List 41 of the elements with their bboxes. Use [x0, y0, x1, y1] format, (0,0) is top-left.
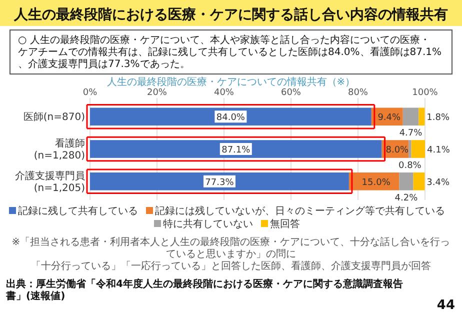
x-tick-label: 80% — [348, 88, 368, 98]
data-label: 3.4% — [426, 178, 450, 188]
bar — [411, 140, 425, 158]
bar — [413, 172, 425, 190]
legend-label: 記録に残して共有している — [18, 205, 138, 217]
data-label: 4.7% — [399, 128, 423, 139]
data-label: 0.8% — [398, 160, 422, 171]
text: 「十分行っている」「一応行っている」と回答した医師、看護師、介護支援専門員が回答 — [31, 260, 431, 272]
legend-label: 無回答 — [270, 218, 300, 230]
chart-subtitle: ○ 人生の最終段階の医療・ケアについて、本人や家族等と話し合った内容についての医療・ケアチームでの情報共有は、記録に残して共有しているとした医師は84.0%、看護師は87.1%、介護支援専門員は77.3%であった。 — [18, 34, 442, 70]
x-tick-label: 0% — [82, 88, 98, 98]
data-label: 77.3% — [205, 178, 234, 188]
data-label: 15.0% — [362, 178, 391, 188]
bar — [418, 108, 425, 126]
chart-title: 人生の最終段階における医療・ケアに関する話し合い内容の情報共有 — [13, 6, 448, 23]
data-label: 87.1% — [222, 146, 251, 156]
x-tick-label: 100% — [412, 88, 438, 98]
bar — [90, 172, 349, 190]
bar — [90, 140, 382, 158]
x-tick-label: 20% — [146, 88, 168, 98]
text: 44 — [436, 298, 455, 313]
data-label: 4.1% — [427, 146, 450, 156]
legend-label: 記録には残していないが、日々のミーティング等で共有している — [155, 205, 445, 217]
source-note: 出典：厚生労働省「令和4年度人生の最終段階における医療・ケアに関する意識調査報告書」(速報値) — [5, 278, 403, 302]
bar — [402, 108, 419, 126]
legend-label: 特に共有していない — [163, 218, 253, 230]
x-tick-label: 60% — [280, 88, 302, 98]
data-label: 9.4% — [378, 113, 402, 124]
text: ※「担当される患者・利用者本人と人生の最終段階の医療・ケアについて、十分な話し合いを行っていると思いますか」の問に — [12, 236, 450, 260]
bar — [399, 172, 414, 190]
data-label: 84.0% — [216, 113, 246, 124]
x-tick-label: 40% — [214, 88, 234, 98]
text: 人生の最終段階の医療・ケアについての情報共有（※） — [106, 76, 356, 88]
data-label: 1.8% — [426, 113, 450, 124]
y-tick-label: 医師(n=870) — [23, 111, 86, 124]
bar — [408, 140, 412, 158]
y-tick-label: 看護師(n=1,280) — [34, 138, 86, 162]
data-label: 8.0% — [386, 146, 410, 156]
y-tick-label: 介護支援専門員(n=1,205) — [15, 170, 86, 194]
bar — [90, 108, 372, 126]
data-label: 4.2% — [394, 193, 418, 204]
